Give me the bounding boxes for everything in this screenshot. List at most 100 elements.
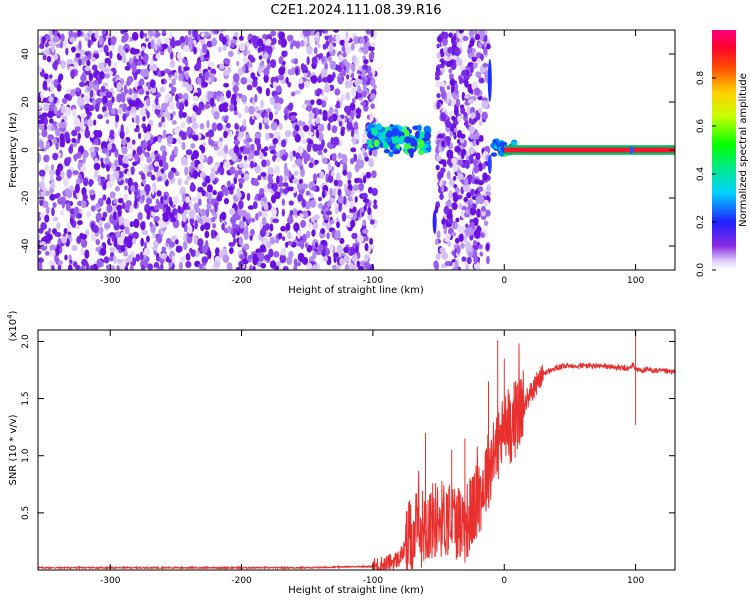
spectrogram-cell <box>170 217 177 222</box>
spectrogram-cell <box>260 200 265 207</box>
spectrogram-cell <box>436 43 440 49</box>
spectrogram-cell <box>294 124 300 132</box>
spectrogram-cell <box>76 151 82 159</box>
spectrogram-cell <box>440 167 446 174</box>
spectrogram-cell <box>315 37 320 42</box>
spectrogram-cell <box>265 38 272 46</box>
spectrogram-cell <box>63 177 69 188</box>
spectrogram-cell <box>338 120 343 127</box>
spectrogram-cell <box>263 52 269 60</box>
spectrogram-cell <box>53 53 59 60</box>
spectrogram-cell <box>454 237 460 244</box>
spectrogram-cell <box>477 244 483 249</box>
spectrogram-cell <box>331 152 337 162</box>
spectrogram-cell <box>432 210 437 234</box>
spectrogram-cell <box>461 70 468 77</box>
spectrogram-cell <box>154 108 161 115</box>
spectrogram-cell <box>453 127 458 133</box>
spectrogram-cell <box>300 63 305 71</box>
spectrogram-cell <box>334 231 340 241</box>
spectrogram-cell <box>471 56 477 62</box>
spectrogram-cell <box>275 102 282 112</box>
spectrogram-cell <box>69 259 73 264</box>
spectrogram-cell <box>242 56 249 64</box>
spectrogram-cell <box>246 192 251 201</box>
spectrogram-cell <box>108 265 116 270</box>
spectrogram-cell <box>364 254 370 262</box>
spectrogram-cell <box>434 238 439 246</box>
spectrogram-cell <box>435 145 440 155</box>
spectrogram-cell <box>255 112 261 119</box>
spectrogram-cell <box>83 55 88 62</box>
spectrogram-cell <box>368 149 373 156</box>
spectrogram-cell <box>120 244 126 253</box>
spectrogram-cell <box>57 264 62 270</box>
spectrogram-cell <box>276 260 282 267</box>
spectrogram-cell <box>290 91 296 97</box>
spectrogram-cell <box>69 30 74 39</box>
spectrogram-cell <box>336 244 344 255</box>
spectrogram-cell <box>475 137 480 146</box>
spectrogram-cell <box>122 202 126 209</box>
spectrogram-cell <box>198 263 204 269</box>
spectrogram-cell <box>362 45 369 55</box>
spectrogram-cell <box>103 110 109 118</box>
spectrogram-cell <box>317 244 324 253</box>
spectrogram-cell <box>96 258 103 268</box>
spectrogram-cell <box>314 159 319 165</box>
spectrogram-cell <box>157 175 163 182</box>
spectrogram-cell <box>177 178 182 186</box>
spectrogram-cell <box>118 263 124 270</box>
spectrogram-cell <box>357 92 363 98</box>
spectrogram-cell <box>436 101 441 110</box>
spectrogram-cell <box>453 133 457 140</box>
spectrogram-cell <box>153 240 159 248</box>
spectrogram-cell <box>162 215 169 222</box>
spectrogram-cell <box>182 81 188 88</box>
spectrogram-cell <box>460 148 467 156</box>
spectrogram-cell <box>89 89 94 98</box>
spectrogram-cell <box>123 237 130 244</box>
spectrogram-cell <box>422 137 430 142</box>
spectrogram-cell <box>298 196 304 202</box>
spectrogram-cell <box>353 121 359 131</box>
spectrogram-cell <box>332 30 340 33</box>
spectrogram-cell <box>339 39 346 46</box>
spectrogram-cell <box>187 224 193 235</box>
spectrogram-cell <box>46 233 53 241</box>
spectrogram-cell <box>246 77 253 84</box>
spectrogram-cell <box>106 164 110 172</box>
spectrogram-cell <box>218 104 224 113</box>
spectrogram-cell <box>338 202 342 212</box>
spectrogram-cell <box>291 163 296 169</box>
snr-y-scale-base: (x10 <box>8 319 19 342</box>
spectrogram-cell <box>272 218 279 224</box>
spectrogram-cell <box>131 237 137 245</box>
spectrogram-cell <box>189 217 195 225</box>
spectrogram-cell <box>211 37 218 47</box>
spectrogram-cell <box>346 220 352 228</box>
spectrogram-cell <box>465 223 469 229</box>
spectrogram-cell <box>106 204 113 213</box>
snr-x-label: Height of straight line (km) <box>288 585 424 596</box>
spectrogram-cell <box>338 54 343 63</box>
spectrogram-cell <box>282 182 289 187</box>
spectrogram-cell <box>45 206 50 215</box>
spectrogram-cell <box>456 37 460 43</box>
spectrogram-cell <box>455 217 460 223</box>
spectrogram-cell <box>68 254 72 261</box>
spectrogram-cell <box>307 131 314 136</box>
spectrogram-x-tick-label: 0 <box>501 276 507 286</box>
spectrogram-cell <box>368 52 375 60</box>
spectrogram-cell <box>342 162 348 172</box>
spectrogram-cell <box>313 47 318 55</box>
spectrogram-cell <box>247 49 251 56</box>
spectrogram-cell <box>372 147 378 157</box>
spectrogram-cell <box>185 260 192 268</box>
spectrogram-cell <box>221 36 228 45</box>
snr-x-tick-label: -100 <box>363 576 384 586</box>
spectrogram-cell <box>273 165 281 175</box>
spectrogram-cell <box>109 129 115 137</box>
spectrogram-cell <box>327 175 334 184</box>
spectrogram-cell <box>473 254 479 265</box>
